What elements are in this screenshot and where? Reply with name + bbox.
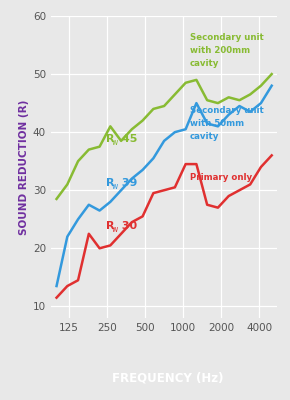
- Text: 39: 39: [118, 178, 137, 188]
- Text: R: R: [106, 221, 114, 231]
- Text: cavity: cavity: [190, 59, 219, 68]
- Text: with 200mm: with 200mm: [190, 46, 250, 55]
- Text: Primary only: Primary only: [190, 173, 252, 182]
- Text: R: R: [106, 178, 114, 188]
- Text: w: w: [112, 138, 118, 147]
- Text: FREQUENCY (Hz): FREQUENCY (Hz): [113, 371, 224, 384]
- Text: R: R: [106, 134, 114, 144]
- Text: w: w: [112, 182, 118, 191]
- Text: 45: 45: [118, 134, 137, 144]
- Y-axis label: SOUND REDUCTION (R): SOUND REDUCTION (R): [19, 99, 29, 235]
- Text: Secondary unit: Secondary unit: [190, 106, 264, 115]
- Text: Secondary unit: Secondary unit: [190, 34, 264, 42]
- Text: 30: 30: [118, 221, 137, 231]
- Text: with 50mm: with 50mm: [190, 119, 244, 128]
- Text: w: w: [112, 225, 118, 234]
- Text: cavity: cavity: [190, 132, 219, 140]
